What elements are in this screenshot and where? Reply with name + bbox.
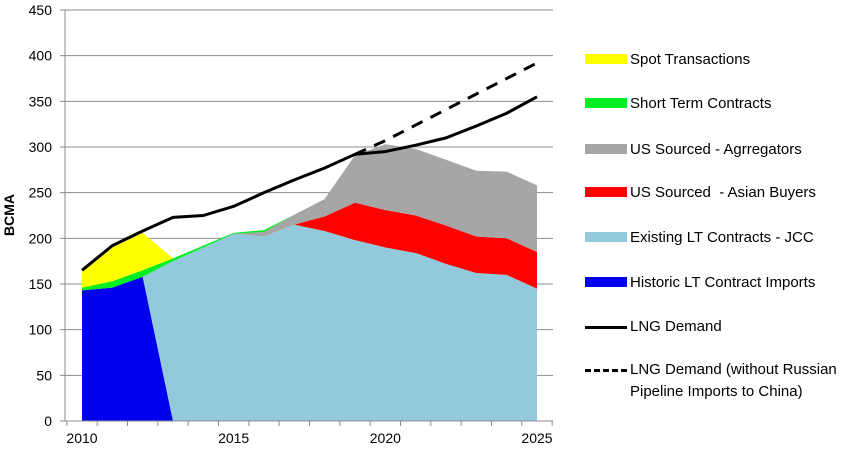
legend-item-historic: Historic LT Contract Imports (585, 272, 815, 294)
legend-line-solid (585, 326, 627, 329)
legend-swatch (585, 277, 627, 287)
legend-swatch (585, 232, 627, 242)
legend-item-lng-demand: LNG Demand (585, 316, 722, 338)
y-axis-label: BCMA (1, 194, 17, 236)
y-tick-label: 200 (29, 230, 53, 246)
area-short-term-contracts (82, 214, 295, 291)
y-tick-label: 300 (29, 139, 53, 155)
legend-line-dashed (585, 369, 627, 372)
legend-label: LNG Demand (630, 318, 722, 335)
legend-label: LNG Demand (without Russian Pipeline Impo… (630, 359, 837, 403)
legend-label: US Sourced - Asian Buyers (630, 184, 816, 201)
y-tick-label: 50 (36, 367, 52, 383)
stacked-areas (82, 144, 537, 421)
legend-item-short-term: Short Term Contracts (585, 93, 771, 115)
legend-label: Historic LT Contract Imports (630, 274, 816, 291)
y-tick-label: 0 (44, 413, 52, 429)
axes: 0 50 100 150 200 250 300 350 400 450 2010 2015 2020 2… (29, 2, 553, 446)
x-tick-label: 2010 (66, 430, 97, 446)
area-us-sourced-agrregators (233, 144, 537, 253)
legend-item-lng-demand-no-russia: LNG Demand (without Russian Pipeline Impo… (585, 359, 837, 403)
demand-lines (81, 61, 538, 272)
legend-label-line2: Pipeline Imports to China) (630, 383, 803, 400)
y-tick-label: 450 (29, 2, 53, 18)
legend-item-us-aggregators: US Sourced - Agrregators (585, 139, 802, 161)
legend-item-us-asian: US Sourced - Asian Buyers (585, 182, 816, 204)
legend-label: Short Term Contracts (630, 95, 772, 112)
area-us-sourced-asian-buyers (294, 202, 537, 289)
legend-swatch (585, 98, 627, 108)
legend-label: US Sourced - Agrregators (630, 141, 802, 158)
legend-swatch (585, 144, 627, 154)
legend-swatch (585, 54, 627, 64)
legend-swatch (585, 187, 627, 197)
legend-item-jcc: Existing LT Contracts - JCC (585, 227, 814, 249)
area-existing-lt-contracts-jcc (142, 224, 537, 421)
y-tick-label: 150 (29, 276, 53, 292)
legend-label: Existing LT Contracts - JCC (630, 229, 814, 246)
x-tick-label: 2025 (521, 430, 552, 446)
x-tick-label: 2020 (370, 430, 401, 446)
legend-label-line1: LNG Demand (without Russian (630, 361, 837, 378)
y-tick-label: 400 (29, 48, 53, 64)
y-tick-label: 350 (29, 93, 53, 109)
area-spot-transactions (82, 232, 173, 288)
legend-label: Spot Transactions (630, 51, 751, 68)
area-historic-lt-contract-imports (82, 276, 173, 421)
legend-item-spot: Spot Transactions (585, 49, 750, 71)
x-tick-label: 2015 (218, 430, 249, 446)
line-lng-demand (81, 95, 538, 272)
y-tick-label: 100 (29, 322, 53, 338)
line-lng-demand-without-russian-imports (354, 61, 538, 156)
y-tick-label: 250 (29, 185, 53, 201)
